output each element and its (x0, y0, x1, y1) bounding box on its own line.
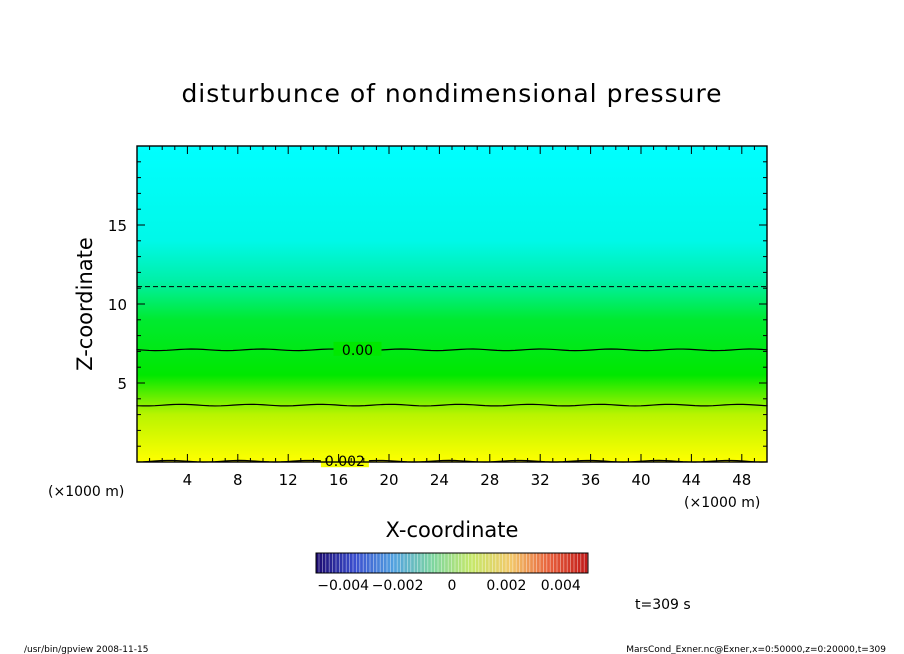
time-label: t=309 s (635, 597, 691, 613)
x-tick-label: 32 (531, 471, 550, 489)
x-tick-label: 12 (279, 471, 298, 489)
colorbar-tick-label: 0 (448, 578, 457, 594)
contour-line (136, 403, 768, 407)
x-tick-label: 20 (379, 471, 398, 489)
y-axis-unit: (×1000 m) (48, 484, 124, 500)
x-tick-label: 4 (183, 471, 193, 489)
x-tick-label: 36 (581, 471, 600, 489)
colorbar: −0.004 −0.002 0 0.002 0.004 (315, 552, 589, 594)
colorbar-fill (316, 553, 588, 573)
x-axis-unit: (×1000 m) (684, 495, 760, 511)
y-axis-label: Z-coordinate (73, 237, 97, 371)
contour-label-bg (333, 341, 382, 356)
colorbar-tick-label: 0.002 (486, 578, 526, 594)
contour-label-bg (320, 453, 369, 468)
x-tick-label: 48 (732, 471, 751, 489)
contour-label: 0.00 (342, 343, 373, 359)
x-tick-label: 28 (480, 471, 499, 489)
x-axis-label: X-coordinate (386, 518, 519, 542)
pressure-field (137, 146, 767, 462)
y-tick-label: 10 (108, 296, 127, 314)
y-axis: 5 10 15 (108, 161, 767, 447)
x-tick-label: 40 (631, 471, 650, 489)
colorbar-tick-label: 0.004 (541, 578, 581, 594)
colorbar-tick-label: −0.004 (317, 578, 369, 594)
y-tick-label: 5 (117, 375, 127, 393)
x-tick-label: 24 (430, 471, 449, 489)
x-tick-label: 44 (682, 471, 701, 489)
footer-right: MarsCond_Exner.nc@Exner,x=0:50000,z=0:20… (626, 645, 886, 654)
footer-left: /usr/bin/gpview 2008-11-15 (24, 645, 148, 654)
colorbar-tick-label: −0.002 (372, 578, 424, 594)
chart-title: disturbunce of nondimensional pressure (181, 79, 722, 108)
y-tick-label: 15 (108, 217, 127, 235)
x-tick-label: 16 (329, 471, 348, 489)
x-axis: 4 8 12 16 20 24 28 32 36 40 44 48 (149, 146, 755, 489)
contour-line (136, 348, 768, 352)
x-tick-label: 8 (233, 471, 243, 489)
colorbar-frame (315, 552, 589, 574)
